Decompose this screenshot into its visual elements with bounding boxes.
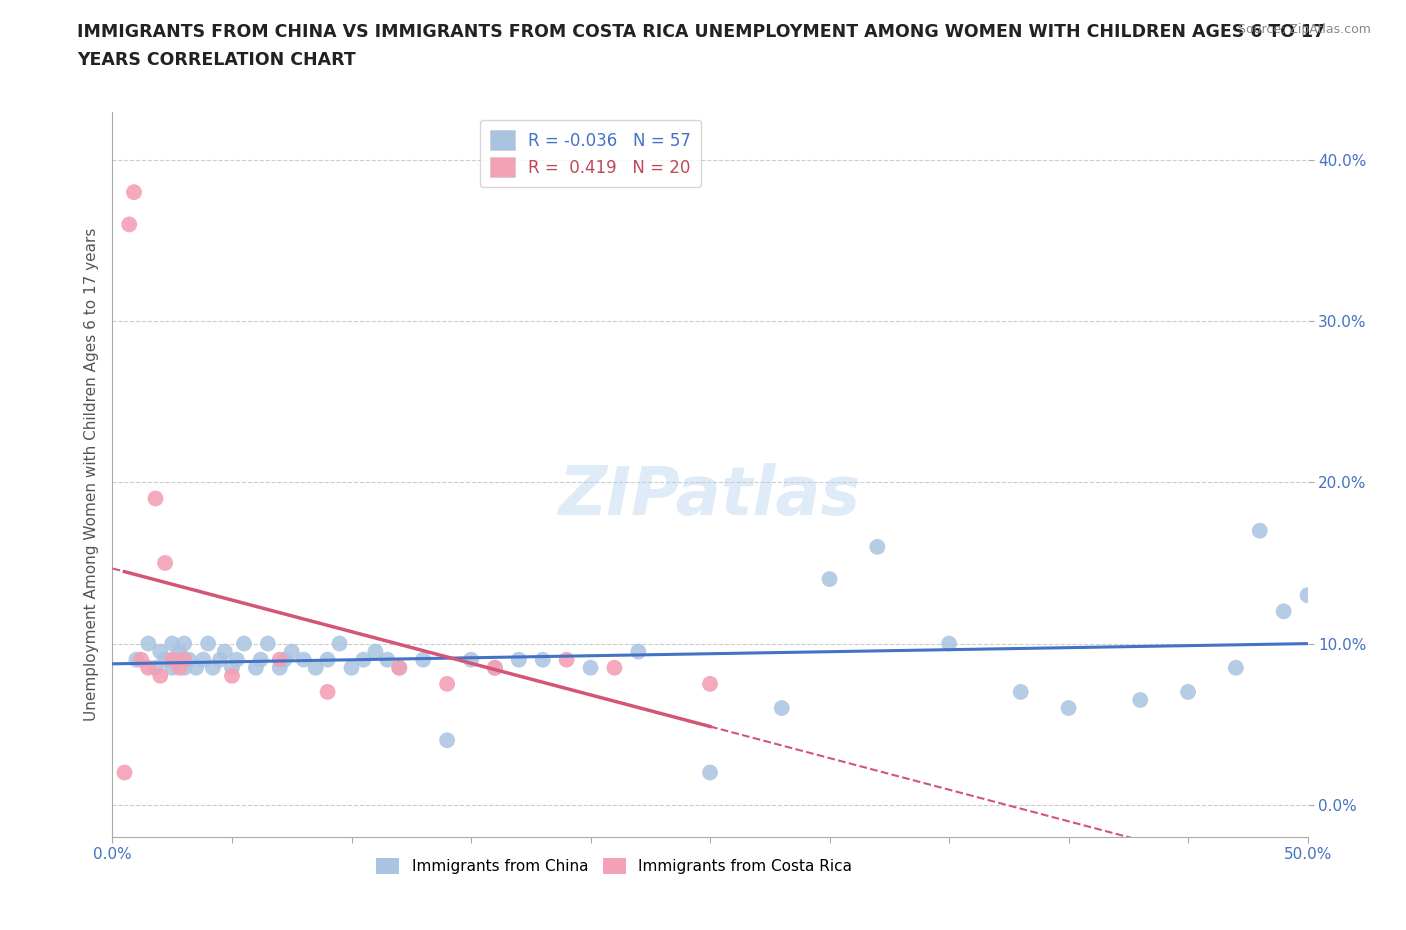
Point: [162, 636, 183, 651]
Point: [316, 684, 339, 699]
Point: [484, 660, 506, 675]
Point: [138, 660, 160, 675]
Point: [162, 652, 183, 667]
Point: [173, 652, 195, 667]
Point: [627, 644, 650, 659]
Point: [484, 660, 506, 675]
Point: [269, 660, 291, 675]
Point: [269, 652, 291, 667]
Point: [281, 644, 304, 659]
Point: [125, 652, 148, 667]
Point: [197, 636, 219, 651]
Point: [221, 669, 243, 684]
Point: [209, 652, 232, 667]
Point: [233, 636, 256, 651]
Point: [1129, 693, 1152, 708]
Point: [305, 660, 328, 675]
Y-axis label: Unemployment Among Women with Children Ages 6 to 17 years: Unemployment Among Women with Children A…: [83, 228, 98, 721]
Point: [938, 636, 960, 651]
Point: [193, 652, 215, 667]
Text: Source: ZipAtlas.com: Source: ZipAtlas.com: [1237, 23, 1371, 36]
Point: [221, 660, 243, 675]
Point: [388, 660, 411, 675]
Point: [866, 539, 889, 554]
Point: [145, 660, 167, 675]
Point: [273, 652, 295, 667]
Point: [555, 652, 578, 667]
Point: [818, 572, 841, 587]
Point: [579, 660, 602, 675]
Point: [1296, 588, 1319, 603]
Point: [531, 652, 554, 667]
Point: [114, 765, 135, 780]
Point: [153, 555, 176, 570]
Point: [214, 644, 236, 659]
Point: [1010, 684, 1032, 699]
Point: [118, 217, 141, 232]
Point: [153, 652, 176, 667]
Text: YEARS CORRELATION CHART: YEARS CORRELATION CHART: [77, 51, 356, 69]
Point: [352, 652, 374, 667]
Point: [340, 660, 363, 675]
Point: [169, 644, 191, 659]
Point: [329, 636, 352, 651]
Point: [138, 636, 160, 651]
Point: [225, 652, 247, 667]
Point: [412, 652, 434, 667]
Point: [149, 644, 172, 659]
Legend: Immigrants from China, Immigrants from Costa Rica: Immigrants from China, Immigrants from C…: [370, 852, 859, 880]
Point: [122, 185, 145, 200]
Point: [316, 652, 339, 667]
Point: [388, 660, 411, 675]
Point: [377, 652, 399, 667]
Point: [460, 652, 482, 667]
Point: [162, 660, 183, 675]
Point: [173, 636, 195, 651]
Point: [292, 652, 315, 667]
Point: [603, 660, 626, 675]
Point: [145, 491, 167, 506]
Point: [508, 652, 530, 667]
Point: [699, 765, 721, 780]
Point: [1272, 604, 1295, 618]
Point: [436, 733, 458, 748]
Point: [177, 652, 200, 667]
Point: [249, 652, 271, 667]
Point: [699, 676, 721, 691]
Point: [1177, 684, 1199, 699]
Text: ZIPatlas: ZIPatlas: [560, 463, 860, 529]
Point: [201, 660, 224, 675]
Point: [770, 700, 793, 715]
Point: [436, 676, 458, 691]
Point: [1225, 660, 1247, 675]
Text: IMMIGRANTS FROM CHINA VS IMMIGRANTS FROM COSTA RICA UNEMPLOYMENT AMONG WOMEN WIT: IMMIGRANTS FROM CHINA VS IMMIGRANTS FROM…: [77, 23, 1326, 41]
Point: [169, 660, 191, 675]
Point: [186, 660, 208, 675]
Point: [1057, 700, 1080, 715]
Point: [1249, 524, 1271, 538]
Point: [257, 636, 280, 651]
Point: [173, 660, 195, 675]
Point: [129, 652, 152, 667]
Point: [245, 660, 267, 675]
Point: [364, 644, 387, 659]
Point: [166, 652, 188, 667]
Point: [149, 669, 172, 684]
